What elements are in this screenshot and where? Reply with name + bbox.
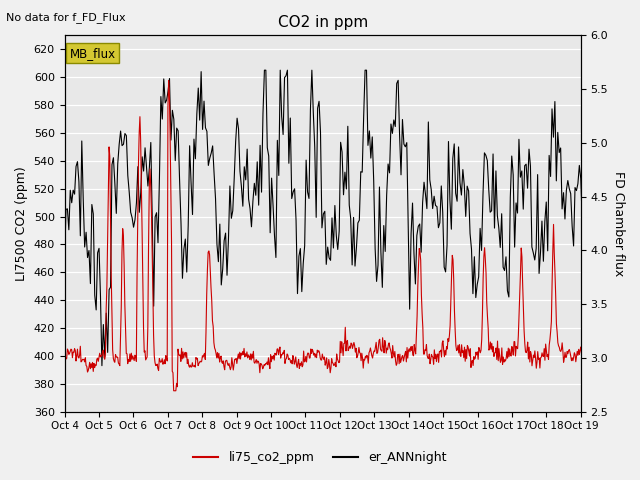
Y-axis label: FD Chamber flux: FD Chamber flux [612, 171, 625, 276]
Legend: li75_co2_ppm, er_ANNnight: li75_co2_ppm, er_ANNnight [188, 446, 452, 469]
Text: MB_flux: MB_flux [70, 47, 116, 60]
Title: CO2 in ppm: CO2 in ppm [278, 15, 368, 30]
Y-axis label: LI7500 CO2 (ppm): LI7500 CO2 (ppm) [15, 166, 28, 281]
Text: No data for f_FD_Flux: No data for f_FD_Flux [6, 12, 126, 23]
